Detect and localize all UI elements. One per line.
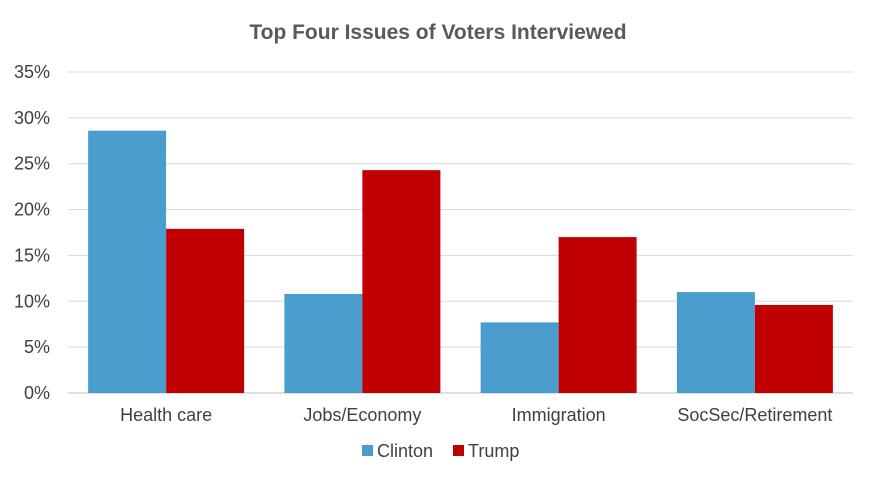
chart-title: Top Four Issues of Voters Interviewed <box>249 21 626 44</box>
legend: Clinton Trump <box>362 441 519 461</box>
y-tick-label: 0% <box>24 383 50 403</box>
bar-clinton-2 <box>480 322 559 393</box>
x-category-label: Jobs/Economy <box>303 405 421 425</box>
x-category-label: Immigration <box>512 405 606 425</box>
bar-trump-0 <box>166 228 245 393</box>
bar-trump-2 <box>558 237 637 393</box>
legend-swatch-trump <box>453 445 464 456</box>
bar-trump-1 <box>362 170 441 393</box>
legend-label-trump: Trump <box>468 441 519 461</box>
bar-clinton-1 <box>284 293 363 393</box>
y-axis-tick-labels: 0% 5% 10% 15% 20% 25% 30% 35% <box>14 62 50 403</box>
bar-clinton-3 <box>676 292 755 393</box>
legend-label-clinton: Clinton <box>377 441 433 461</box>
bar-clinton-0 <box>88 130 167 393</box>
y-tick-label: 10% <box>14 291 50 311</box>
y-tick-label: 20% <box>14 200 50 220</box>
bar-trump-3 <box>754 304 833 393</box>
legend-swatch-clinton <box>362 445 373 456</box>
x-category-label: Health care <box>120 405 212 425</box>
x-axis-category-labels: Health care Jobs/Economy Immigration SocSec… <box>120 405 832 425</box>
y-tick-label: 15% <box>14 245 50 265</box>
x-category-label: SocSec/Retirement <box>677 405 832 425</box>
y-tick-label: 5% <box>24 337 50 357</box>
y-tick-label: 25% <box>14 154 50 174</box>
y-tick-label: 35% <box>14 62 50 82</box>
bars <box>88 130 833 393</box>
y-tick-label: 30% <box>14 108 50 128</box>
